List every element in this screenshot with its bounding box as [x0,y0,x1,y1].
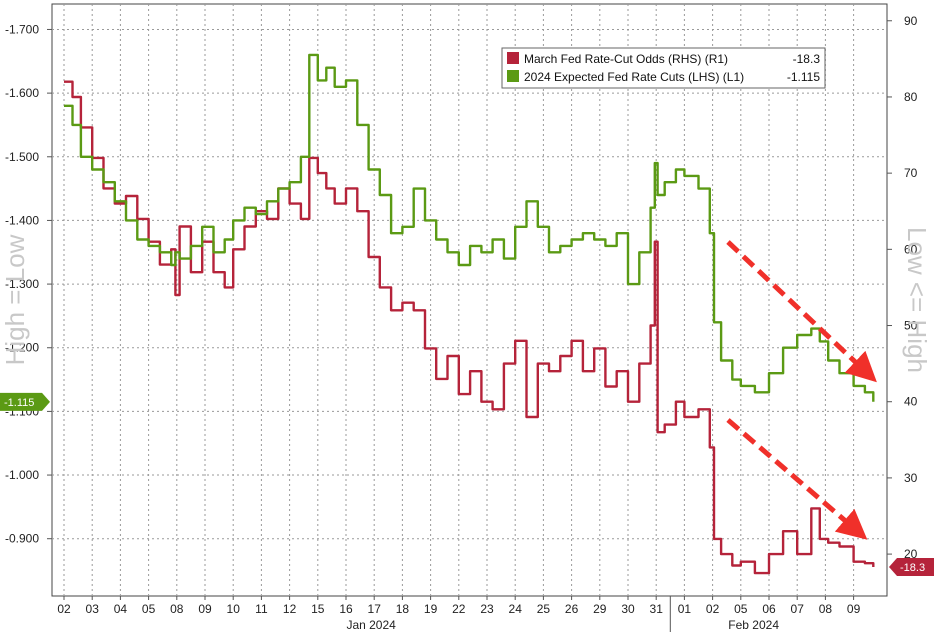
legend-swatch [507,70,519,82]
x-tick-label: 01 [678,602,692,616]
last-value-tag-red-text: -18.3 [900,562,925,574]
x-tick-label: 23 [480,602,494,616]
x-tick-label: 04 [114,602,128,616]
x-tick-label: 31 [650,602,664,616]
x-tick-label: 24 [509,602,523,616]
x-tick-label: 07 [791,602,805,616]
right-tick-label: 20 [904,547,918,561]
x-tick-label: 08 [170,602,184,616]
legend-box [501,47,826,89]
x-tick-label: 05 [142,602,156,616]
x-tick-label: 09 [198,602,212,616]
legend-entry-label: March Fed Rate-Cut Odds (RHS) (R1) [524,52,728,66]
legend-swatch [507,52,519,64]
last-value-tag-green-text: -1.115 [4,397,34,409]
left-tick-label: -1.700 [5,22,39,36]
trend-arrow-expected-cuts [726,240,877,383]
left-tick-label: -1.500 [5,150,39,164]
x-tick-label: 30 [621,602,635,616]
x-tick-label: 17 [368,602,382,616]
x-tick-label: 26 [565,602,579,616]
left-tick-label: -0.900 [5,532,39,546]
left-tick-label: -1.400 [5,213,39,227]
legend-entry-value: -1.115 [787,70,820,84]
legend-entry-label: 2024 Expected Fed Rate Cuts (LHS) (L1) [524,70,744,84]
last-value-tag-green [0,392,50,411]
right-tick-label: 60 [904,242,918,256]
left-tick-label: -1.300 [5,277,39,291]
right-tick-label: 50 [904,319,918,333]
last-value-tag-red [889,558,934,577]
right-tick-label: 70 [904,166,918,180]
legend: March Fed Rate-Cut Odds (RHS) (R1) -18.3 2… [501,47,826,89]
x-tick-label: 08 [819,602,833,616]
left-tick-label: -1.000 [5,468,39,482]
x-tick-label: 22 [452,602,466,616]
x-tick-label: 10 [227,602,241,616]
x-tick-label: 12 [283,602,297,616]
right-tick-label: 40 [904,395,918,409]
x-tick-label: 02 [706,602,720,616]
x-tick-label: 03 [86,602,100,616]
right-tick-label: 80 [904,90,918,104]
left-axis-label: High = Low [0,234,30,365]
x-tick-label: 25 [537,602,551,616]
x-tick-label: 11 [255,602,268,616]
plot-frame [51,3,888,597]
x-tick-label: 06 [762,602,776,616]
x-tick-label: 18 [396,602,410,616]
x-tick-label: 15 [311,602,325,616]
right-tick-label: 90 [904,14,918,28]
x-tick-label: 16 [339,602,353,616]
x-tick-label: 05 [734,602,748,616]
month-label-jan: Jan 2024 [346,618,396,632]
x-tick-label: 19 [424,602,438,616]
left-tick-label: -1.600 [5,86,39,100]
x-tick-label: 09 [847,602,861,616]
right-axis-label: Low <= High [902,227,932,373]
x-tick-label: 02 [57,602,71,616]
legend-entry-value: -18.3 [793,52,821,66]
right-tick-label: 30 [904,471,918,485]
month-label-feb: Feb 2024 [728,618,779,632]
x-tick-label: 29 [593,602,607,616]
left-tick-label: -1.200 [5,341,39,355]
series-line-expected-cuts [64,53,875,402]
trend-arrow-rate-cut-odds [726,418,868,540]
